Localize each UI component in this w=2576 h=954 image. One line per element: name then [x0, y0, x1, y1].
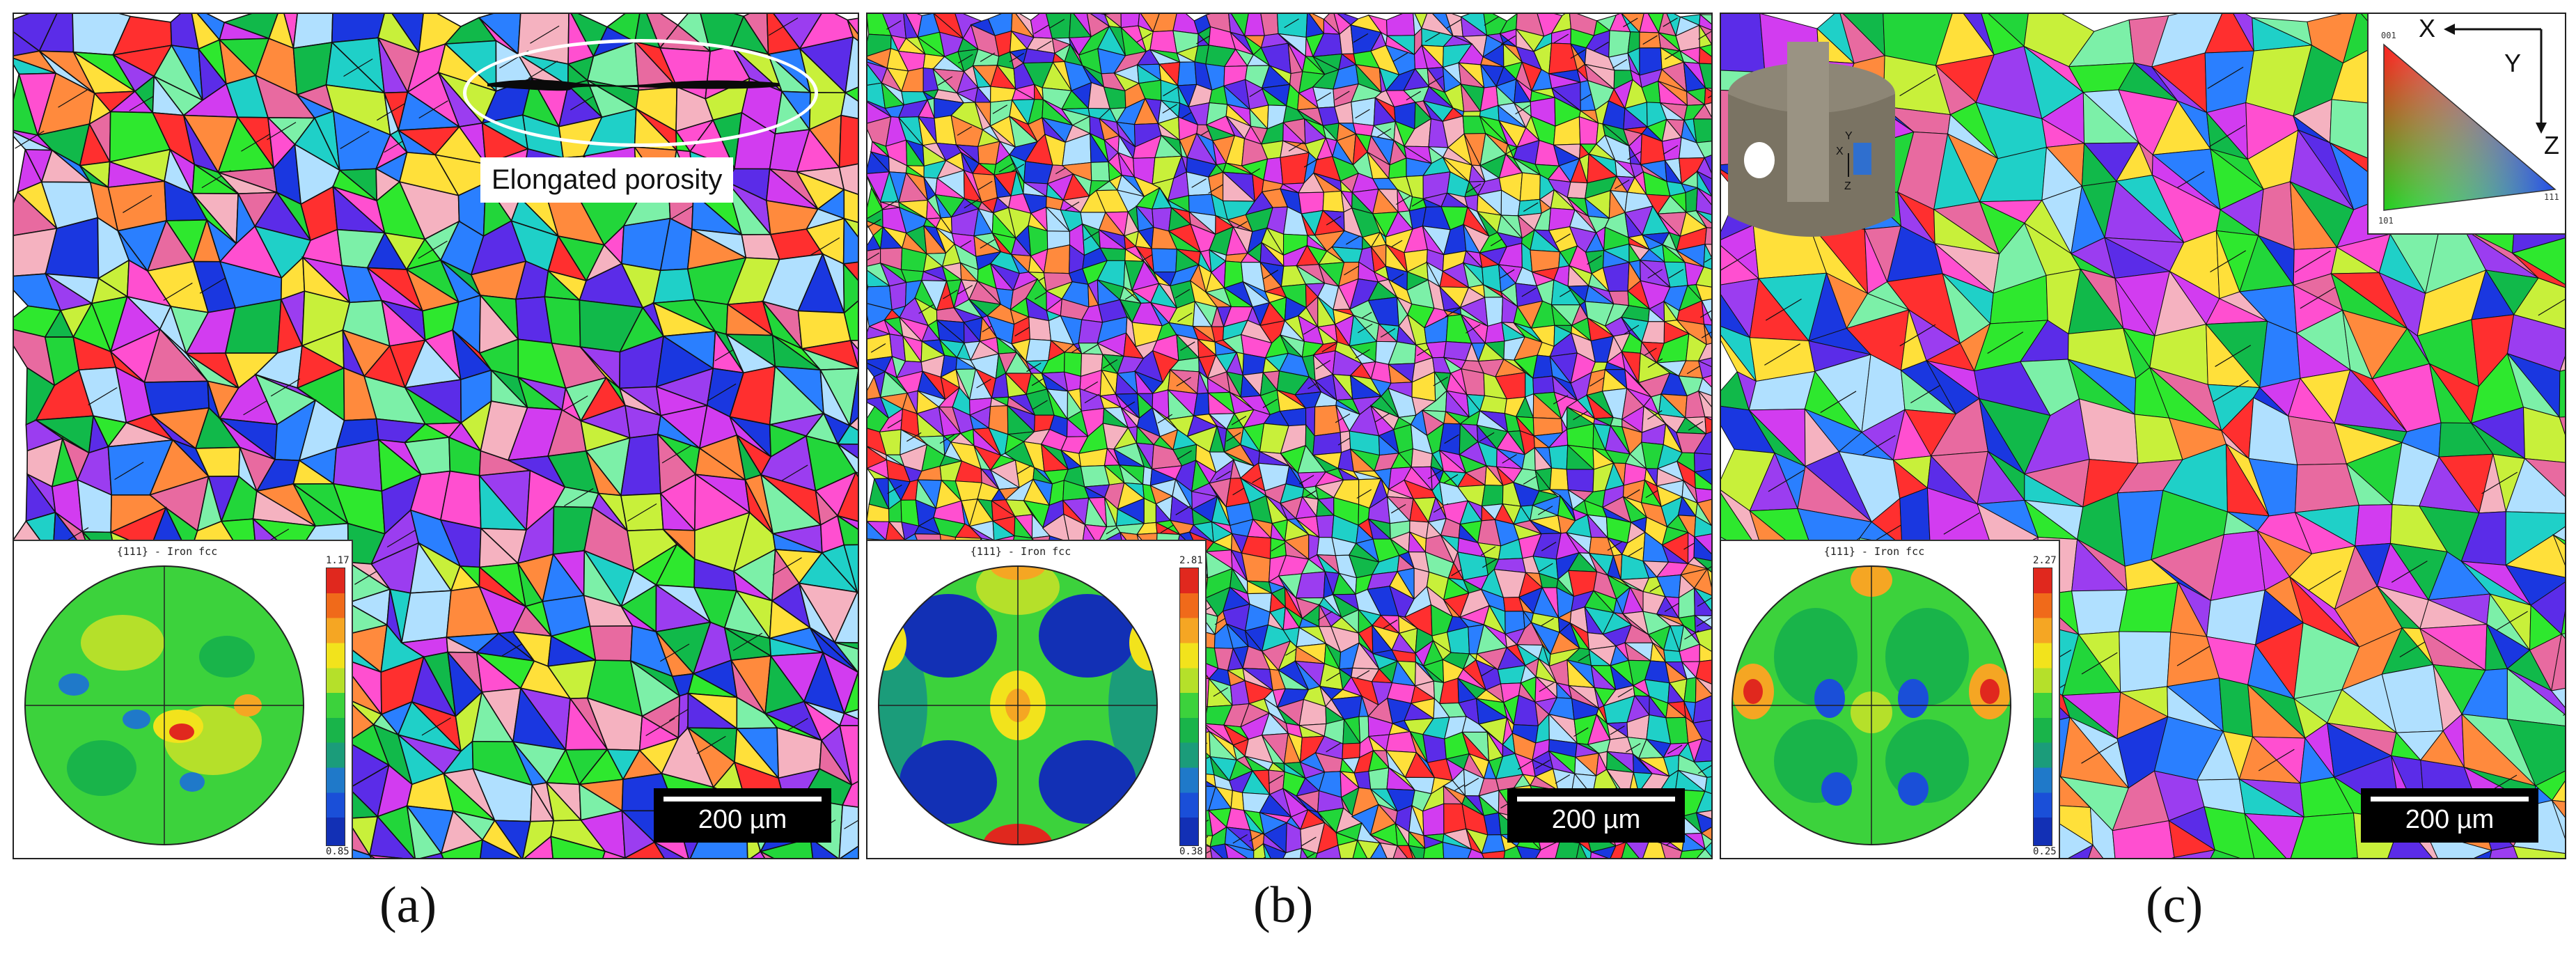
- ebsd-map-panel-a: Elongated porosity {111} - Iron fcc 1.17…: [13, 13, 859, 859]
- printed-part-illustration: Y X Z: [1728, 42, 1895, 237]
- colorbar-min-label: 0.85: [326, 846, 350, 857]
- scale-bar-line: [2371, 797, 2529, 801]
- ipf-color-key: X Y Z 001 101 111: [2367, 14, 2565, 235]
- pole-figure-title: {111} - Iron fcc: [970, 545, 1071, 558]
- scale-bar-label: 200 µm: [2405, 805, 2495, 834]
- intensity-colorbar: [326, 568, 345, 846]
- ipf-pole-111: 111: [2544, 192, 2559, 202]
- pole-figure-inset: {111} - Iron fcc 2.27 0.25: [1721, 540, 2060, 858]
- scale-bar: 200 µm: [2361, 788, 2538, 843]
- scale-bar-line: [1517, 797, 1675, 801]
- ipf-axis-y-label: Y: [2504, 49, 2522, 77]
- inset-axis-x-label: X: [1836, 146, 1844, 157]
- scale-bar-line: [663, 797, 822, 801]
- scale-bar: 200 µm: [654, 788, 831, 843]
- pole-figure-plot: [1731, 565, 2011, 845]
- scale-bar: 200 µm: [1507, 788, 1685, 843]
- panel-caption-a: (a): [379, 877, 437, 934]
- colorbar-max-label: 1.17: [326, 555, 350, 566]
- inset-axis-z-label: Z: [1844, 180, 1851, 192]
- porosity-annotation: Elongated porosity: [480, 157, 734, 203]
- ipf-pole-001: 001: [2381, 31, 2396, 40]
- scale-bar-label: 200 µm: [698, 805, 787, 834]
- colorbar-max-label: 2.27: [2033, 555, 2057, 566]
- ipf-pole-101: 101: [2378, 216, 2394, 226]
- ipf-axis-x-label: X: [2419, 14, 2436, 42]
- ebsd-map-panel-b: {111} - Iron fcc 2.81 0.38 200 µm: [866, 13, 1713, 859]
- pole-figure-plot: [24, 565, 304, 845]
- ipf-axis-z-label: Z: [2544, 131, 2559, 159]
- pole-figure-title: {111} - Iron fcc: [1823, 545, 1925, 558]
- panel-caption-c: (c): [2146, 877, 2204, 934]
- pole-figure-inset: {111} - Iron fcc 1.17 0.85: [14, 540, 353, 858]
- colorbar-min-label: 0.38: [1179, 846, 1203, 857]
- ebsd-map-panel-c: Y X Z X Y Z: [1720, 13, 2566, 859]
- intensity-colorbar: [1179, 568, 1199, 846]
- panel-caption-b: (b): [1253, 877, 1314, 934]
- colorbar-min-label: 0.25: [2033, 846, 2057, 857]
- inset-axis-y-label: Y: [1845, 130, 1853, 142]
- intensity-colorbar: [2033, 568, 2052, 846]
- porosity-highlight-ellipse: [463, 39, 818, 147]
- colorbar-max-label: 2.81: [1179, 555, 1203, 566]
- pole-figure-plot: [878, 565, 1158, 845]
- pole-figure-inset: {111} - Iron fcc 2.81 0.38: [867, 540, 1207, 858]
- ipf-triangle: [2383, 24, 2557, 211]
- pole-figure-title: {111} - Iron fcc: [116, 545, 218, 558]
- scale-bar-label: 200 µm: [1551, 805, 1641, 834]
